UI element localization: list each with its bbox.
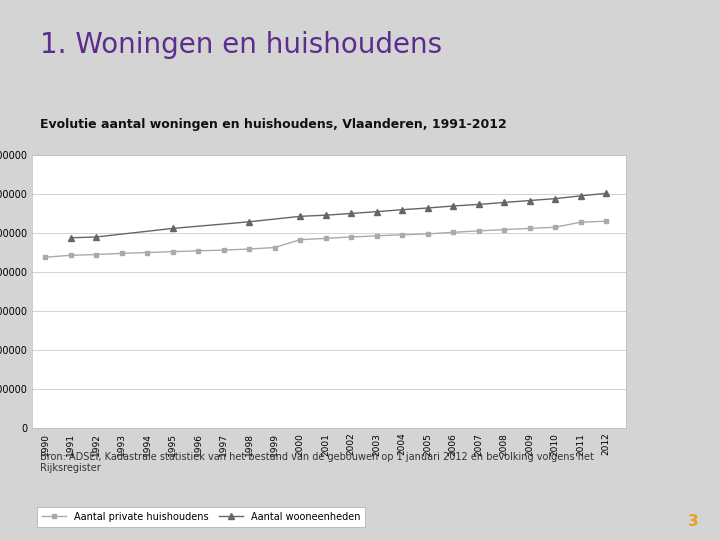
Aantal private huishoudens bbox=[220, 247, 228, 253]
Aantal private huishoudens bbox=[143, 249, 151, 256]
Aantal private huishoudens bbox=[602, 218, 611, 225]
Aantal wooneenheden bbox=[525, 197, 534, 204]
Aantal wooneenheden bbox=[500, 199, 508, 206]
Aantal private huishoudens bbox=[168, 248, 177, 255]
Text: 3: 3 bbox=[688, 514, 698, 529]
Aantal private huishoudens bbox=[449, 229, 457, 235]
Line: Aantal private huishoudens: Aantal private huishoudens bbox=[42, 219, 608, 260]
Aantal private huishoudens bbox=[245, 246, 253, 252]
Aantal private huishoudens bbox=[423, 231, 432, 237]
Aantal wooneenheden bbox=[576, 193, 585, 199]
Aantal wooneenheden bbox=[321, 212, 330, 218]
Aantal private huishoudens bbox=[117, 250, 126, 256]
Legend: Aantal private huishoudens, Aantal wooneenheden: Aantal private huishoudens, Aantal woone… bbox=[37, 507, 365, 526]
Aantal private huishoudens bbox=[525, 225, 534, 232]
Aantal private huishoudens bbox=[372, 233, 381, 239]
Text: Evolutie aantal woningen en huishoudens, Vlaanderen, 1991-2012: Evolutie aantal woningen en huishoudens,… bbox=[40, 118, 506, 131]
Aantal private huishoudens bbox=[92, 251, 101, 258]
Aantal private huishoudens bbox=[194, 248, 202, 254]
Aantal private huishoudens bbox=[576, 219, 585, 225]
Aantal private huishoudens bbox=[551, 224, 559, 231]
Aantal wooneenheden bbox=[168, 225, 177, 232]
Text: 1. Woningen en huishoudens: 1. Woningen en huishoudens bbox=[40, 31, 442, 58]
Aantal wooneenheden bbox=[474, 201, 483, 208]
Aantal wooneenheden bbox=[347, 210, 356, 217]
Aantal private huishoudens bbox=[397, 232, 406, 238]
Aantal wooneenheden bbox=[449, 202, 457, 209]
Aantal wooneenheden bbox=[372, 208, 381, 215]
Aantal private huishoudens bbox=[321, 235, 330, 241]
Aantal private huishoudens bbox=[66, 252, 75, 259]
Aantal wooneenheden bbox=[66, 234, 75, 241]
Aantal private huishoudens bbox=[270, 244, 279, 251]
Aantal private huishoudens bbox=[500, 226, 508, 233]
Aantal private huishoudens bbox=[347, 234, 356, 240]
Aantal private huishoudens bbox=[474, 228, 483, 234]
Aantal private huishoudens bbox=[41, 254, 50, 260]
Aantal private huishoudens bbox=[296, 237, 305, 243]
Aantal wooneenheden bbox=[92, 234, 101, 240]
Aantal wooneenheden bbox=[602, 190, 611, 197]
Aantal wooneenheden bbox=[397, 206, 406, 213]
Aantal wooneenheden bbox=[423, 205, 432, 211]
Text: Bron: ADSEI, Kadastrale statistiek van het bestand van de gebouwen op 1 januari : Bron: ADSEI, Kadastrale statistiek van h… bbox=[40, 451, 593, 473]
Line: Aantal wooneenheden: Aantal wooneenheden bbox=[67, 190, 609, 241]
Aantal wooneenheden bbox=[296, 213, 305, 220]
Aantal wooneenheden bbox=[245, 219, 253, 225]
Aantal wooneenheden bbox=[551, 195, 559, 202]
